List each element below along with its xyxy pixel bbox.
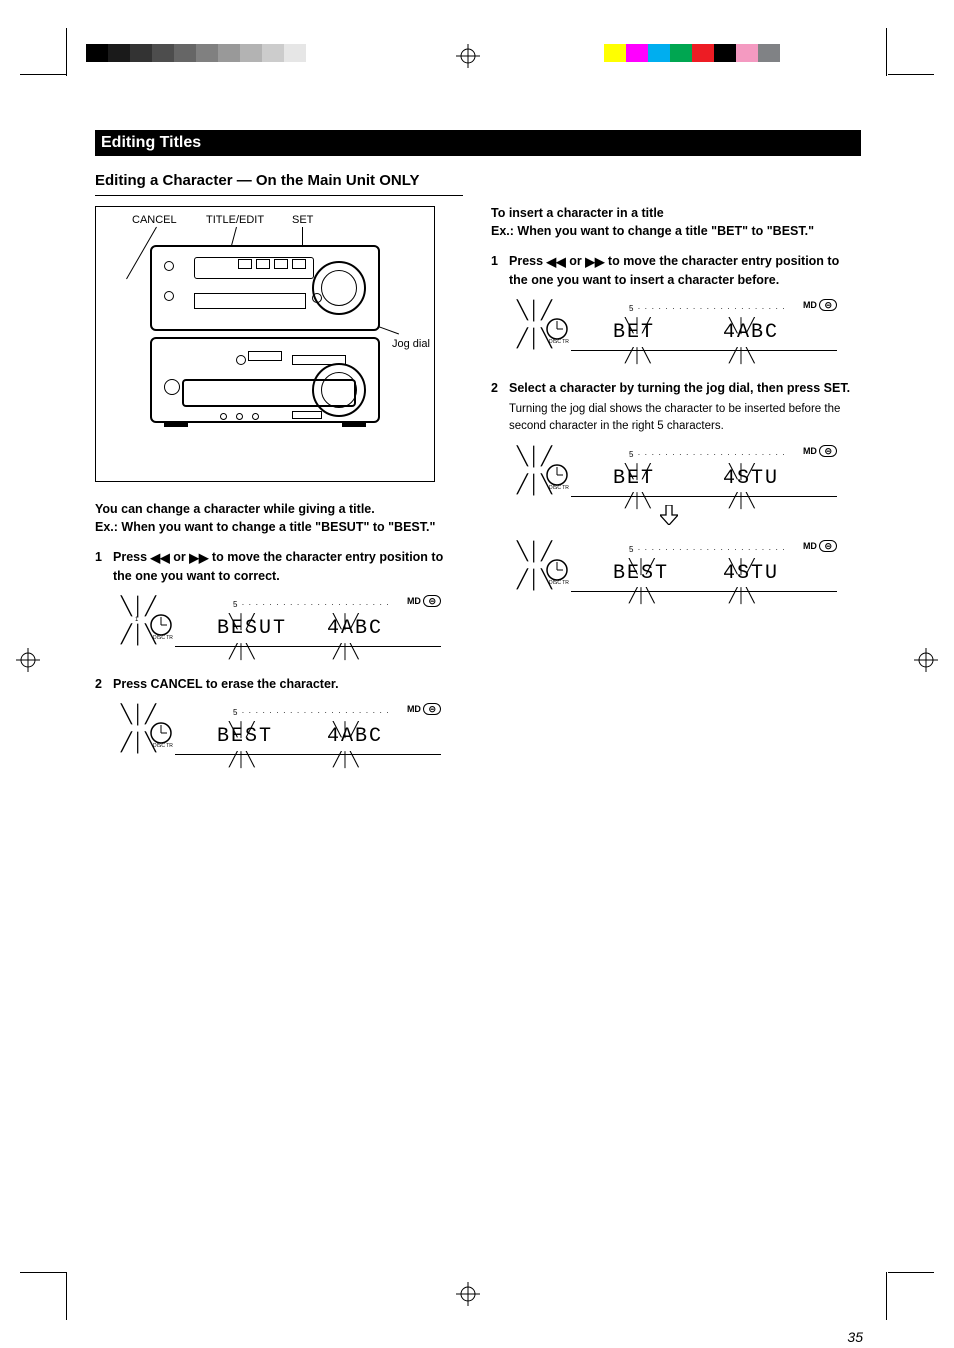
left-step-1: 1 Press ◀◀ or ▶▶ to move the character e… <box>95 548 463 653</box>
md-icon: MD ⊝ <box>803 540 837 553</box>
lcd-left-text: BET <box>613 464 655 493</box>
md-icon: MD ⊝ <box>407 703 441 716</box>
crop-mark <box>20 1272 66 1273</box>
svg-text:1: 1 <box>135 617 139 623</box>
svg-text:DISC TR: DISC TR <box>153 743 173 747</box>
crop-mark <box>886 1272 887 1320</box>
subheading: Editing a Character — On the Main Unit O… <box>95 170 463 196</box>
device-figure: CANCEL TITLE/EDIT SET ▶▶ ◀◀ Jog dial <box>95 206 435 482</box>
lcd-display: ╲ │ ╱ ╱ │ ╲ DISC TR 5 · · · · · · · · · … <box>121 699 441 755</box>
lcd-display: ╲ │ ╱ ╱ │ ╲ DISC TR 5 · · · · · · · · · … <box>517 441 837 497</box>
ff-icon: ▶▶ <box>585 253 604 271</box>
timer-icon: DISC TR <box>531 554 571 584</box>
rew-icon: ◀◀ <box>151 549 170 567</box>
callout-cancel: CANCEL <box>132 213 177 229</box>
svg-text:DISC TR: DISC TR <box>153 635 173 639</box>
step-text: Select a character by turning the jog di… <box>509 379 859 397</box>
timer-icon: DISC TR <box>531 459 571 489</box>
crop-mark <box>66 28 67 76</box>
step-note: Turning the jog dial shows the character… <box>509 401 859 434</box>
right-intro: To insert a character in a title Ex.: Wh… <box>491 204 859 240</box>
md-icon: MD ⊝ <box>803 299 837 312</box>
crop-mark <box>886 28 887 76</box>
grayscale-bar <box>86 44 328 62</box>
lcd-display: ╲ │ ╱ ╱ │ ╲ 1DISC TR 5 · · · · · · · · ·… <box>121 591 441 647</box>
crop-mark <box>888 74 934 75</box>
lcd-display: ╲ │ ╱ ╱ │ ╲ DISC TR 5 · · · · · · · · · … <box>517 295 837 351</box>
step-number: 2 <box>95 675 113 761</box>
registration-mark-icon <box>456 44 480 68</box>
right-column: To insert a character in a title Ex.: Wh… <box>491 170 859 775</box>
section-title-bar: Editing Titles <box>95 130 861 156</box>
step-number: 1 <box>95 548 113 653</box>
ff-icon: ▶▶ <box>189 549 208 567</box>
callout-jog: Jog dial <box>392 337 430 353</box>
left-step-2: 2 Press CANCEL to erase the character. ╲… <box>95 675 463 761</box>
left-intro: You can change a character while giving … <box>95 500 463 536</box>
lcd-right-text: 4STU <box>723 559 779 588</box>
svg-text:DISC TR: DISC TR <box>549 580 569 584</box>
page-number: 35 <box>847 1327 863 1347</box>
timer-icon: DISC TR <box>531 313 571 343</box>
lcd-left-text: BEST <box>613 559 669 588</box>
lcd-right-text: 4ABC <box>327 614 383 643</box>
md-icon: MD ⊝ <box>407 595 441 608</box>
right-step-2: 2 Select a character by turning the jog … <box>491 379 859 598</box>
registration-mark-icon <box>914 648 938 672</box>
upper-deck <box>150 245 380 331</box>
registration-mark-icon <box>16 648 40 672</box>
stereo-illustration <box>150 245 380 423</box>
lcd-right-text: 4STU <box>723 464 779 493</box>
svg-text:DISC TR: DISC TR <box>549 339 569 343</box>
crop-mark <box>888 1272 934 1273</box>
lcd-right-text: 4ABC <box>327 722 383 751</box>
crop-mark <box>66 1272 67 1320</box>
section-title: Editing Titles <box>95 130 861 156</box>
page-content: Editing Titles Editing a Character — On … <box>95 130 861 775</box>
lcd-left-text: BET <box>613 318 655 347</box>
registration-mark-icon <box>456 1282 480 1306</box>
lower-deck <box>150 337 380 423</box>
left-column: Editing a Character — On the Main Unit O… <box>95 170 463 775</box>
step-text: Press ◀◀ or ▶▶ to move the character ent… <box>113 548 463 585</box>
lcd-display: ╲ │ ╱ ╱ │ ╲ DISC TR 5 · · · · · · · · · … <box>517 536 837 592</box>
lcd-right-text: 4ABC <box>723 318 779 347</box>
step-number: 2 <box>491 379 509 598</box>
step-text: Press CANCEL to erase the character. <box>113 675 441 693</box>
timer-icon: DISC TR <box>135 717 175 747</box>
lcd-left-text: BEST <box>217 722 273 751</box>
down-arrow-icon <box>659 505 679 530</box>
rew-icon: ◀◀ <box>547 253 566 271</box>
svg-text:DISC TR: DISC TR <box>549 485 569 489</box>
crop-mark <box>20 74 66 75</box>
step-number: 1 <box>491 252 509 357</box>
lcd-left-text: BESUT <box>217 614 287 643</box>
md-icon: MD ⊝ <box>803 445 837 458</box>
right-step-1: 1 Press ◀◀ or ▶▶ to move the character e… <box>491 252 859 357</box>
color-bar <box>604 44 802 62</box>
step-text: Press ◀◀ or ▶▶ to move the character ent… <box>509 252 859 289</box>
timer-icon: 1 DISC TR <box>135 609 175 639</box>
